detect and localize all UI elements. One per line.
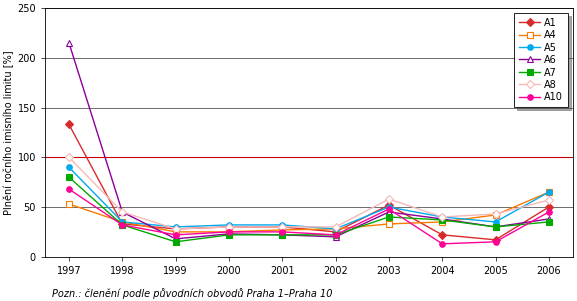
Text: Pozn.: členění podle původních obvodů Praha 1–Praha 10: Pozn.: členění podle původních obvodů Pr… <box>52 289 332 299</box>
A7 <box>545 220 552 224</box>
A10 <box>545 210 552 214</box>
A1 <box>279 225 286 229</box>
A8 <box>332 225 339 229</box>
A7 <box>119 223 126 227</box>
A1 <box>492 238 499 242</box>
A4 <box>226 230 233 234</box>
A1 <box>66 123 73 126</box>
A8 <box>66 156 73 159</box>
A10 <box>226 230 233 234</box>
A5 <box>545 190 552 194</box>
A1 <box>119 222 126 226</box>
A7 <box>492 225 499 229</box>
A4 <box>492 213 499 217</box>
A4 <box>172 230 179 234</box>
A10 <box>279 230 286 234</box>
A6 <box>439 217 445 221</box>
A4 <box>119 220 126 224</box>
A1 <box>226 225 233 229</box>
Line: A8: A8 <box>66 154 552 232</box>
Y-axis label: Plnění ročního imisního limitu [%]: Plnění ročního imisního limitu [%] <box>4 50 14 215</box>
A6 <box>545 217 552 221</box>
A4 <box>279 228 286 232</box>
A6 <box>332 235 339 239</box>
A7 <box>66 175 73 179</box>
A8 <box>492 212 499 216</box>
A8 <box>545 198 552 202</box>
A10 <box>492 240 499 244</box>
A10 <box>66 187 73 191</box>
Line: A4: A4 <box>66 189 552 235</box>
A5 <box>226 223 233 227</box>
A4 <box>332 227 339 231</box>
A5 <box>332 227 339 231</box>
A7 <box>226 233 233 237</box>
A7 <box>385 215 392 219</box>
A7 <box>332 233 339 237</box>
A1 <box>385 203 392 207</box>
A10 <box>385 207 392 211</box>
A8 <box>385 197 392 201</box>
A4 <box>385 222 392 226</box>
A4 <box>66 202 73 206</box>
A6 <box>172 237 179 240</box>
A1 <box>439 233 445 237</box>
A10 <box>119 223 126 227</box>
Legend: A1, A4, A5, A6, A7, A8, A10: A1, A4, A5, A6, A7, A8, A10 <box>514 13 568 107</box>
A1 <box>332 230 339 234</box>
A4 <box>439 220 445 224</box>
A6 <box>226 232 233 236</box>
Line: A10: A10 <box>66 186 552 247</box>
A10 <box>332 233 339 237</box>
A6 <box>492 225 499 229</box>
A5 <box>119 220 126 224</box>
A8 <box>279 225 286 229</box>
A8 <box>172 227 179 231</box>
A5 <box>279 223 286 227</box>
A8 <box>439 215 445 219</box>
Line: A5: A5 <box>66 164 552 232</box>
A7 <box>279 233 286 237</box>
A5 <box>172 225 179 229</box>
A5 <box>66 166 73 169</box>
Line: A6: A6 <box>66 40 552 242</box>
A10 <box>439 242 445 246</box>
A4 <box>545 190 552 194</box>
Line: A1: A1 <box>66 122 552 243</box>
A5 <box>439 215 445 219</box>
A1 <box>545 205 552 209</box>
A5 <box>385 205 392 209</box>
A6 <box>279 233 286 237</box>
A6 <box>385 210 392 214</box>
A7 <box>439 218 445 222</box>
A8 <box>119 210 126 214</box>
A1 <box>172 227 179 231</box>
A8 <box>226 225 233 229</box>
A5 <box>492 220 499 224</box>
Line: A7: A7 <box>66 174 552 245</box>
A10 <box>172 233 179 237</box>
A6 <box>66 41 73 45</box>
A6 <box>119 210 126 214</box>
A7 <box>172 240 179 244</box>
